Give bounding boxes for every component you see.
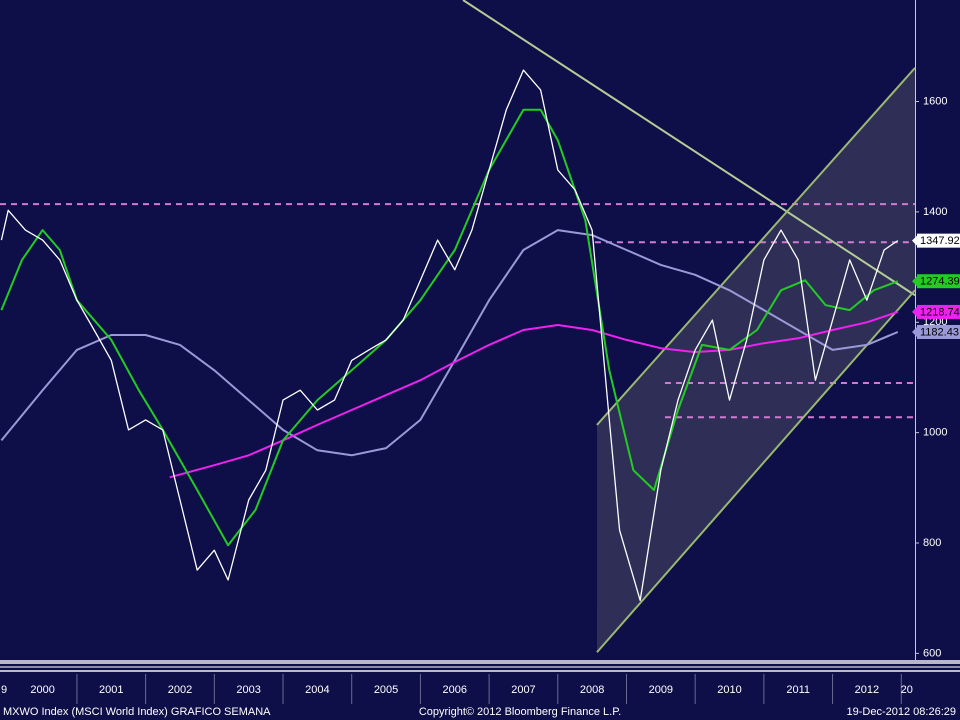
x-tick-label: 20 xyxy=(901,684,913,696)
last-value-pointer xyxy=(912,235,917,246)
last-value-label: 1182.43 xyxy=(920,326,959,338)
x-tick-label: 2000 xyxy=(30,684,54,696)
x-tick-label: 2012 xyxy=(855,684,879,696)
series-line xyxy=(169,310,899,479)
x-tick-label: 2011 xyxy=(786,684,810,696)
last-value-pointer xyxy=(912,326,917,337)
x-tick-label: 2003 xyxy=(236,684,260,696)
x-tick-label: 2010 xyxy=(717,684,741,696)
x-tick-label: 2004 xyxy=(305,684,329,696)
x-tick-label: 2005 xyxy=(374,684,398,696)
x-tick-label: 9 xyxy=(1,684,7,696)
trend-line xyxy=(462,0,916,297)
last-value-pointer xyxy=(912,276,917,287)
footer-band xyxy=(0,704,960,720)
x-tick-label: 2008 xyxy=(580,684,604,696)
series-line xyxy=(0,69,899,602)
trend-line xyxy=(596,289,916,653)
last-value-label: 1274.39 xyxy=(920,276,960,288)
x-tick-label: 2006 xyxy=(443,684,467,696)
footer-copyright: Copyright© 2012 Bloomberg Finance L.P. xyxy=(419,706,621,718)
footer-timestamp: 19-Dec-2012 08:26:29 xyxy=(847,706,956,718)
x-tick-label: 2002 xyxy=(168,684,192,696)
axis-band xyxy=(0,670,960,672)
last-value-box xyxy=(917,233,960,248)
last-value-box xyxy=(917,304,960,319)
y-tick-label: 1600 xyxy=(923,95,947,107)
axis-band xyxy=(0,660,960,664)
y-tick-label: 600 xyxy=(923,647,941,659)
trend-line xyxy=(596,67,916,426)
last-value-box xyxy=(917,274,960,289)
last-value-pointer xyxy=(912,306,917,317)
channel-area xyxy=(596,67,915,653)
x-tick-label: 2009 xyxy=(649,684,673,696)
footer-source: MXWO Index (MSCI World Index) GRAFICO SE… xyxy=(3,706,271,718)
x-tick-label: 2001 xyxy=(99,684,123,696)
x-tick-label: 2007 xyxy=(511,684,535,696)
last-value-label: 1347.92 xyxy=(920,235,960,247)
y-tick-label: 800 xyxy=(923,537,941,549)
last-value-label: 1218.74 xyxy=(920,306,960,318)
last-value-box xyxy=(917,324,960,339)
y-tick-label: 1000 xyxy=(923,427,947,439)
axis-band xyxy=(0,666,960,668)
y-tick-label: 1400 xyxy=(923,206,947,218)
series-line xyxy=(0,229,899,457)
